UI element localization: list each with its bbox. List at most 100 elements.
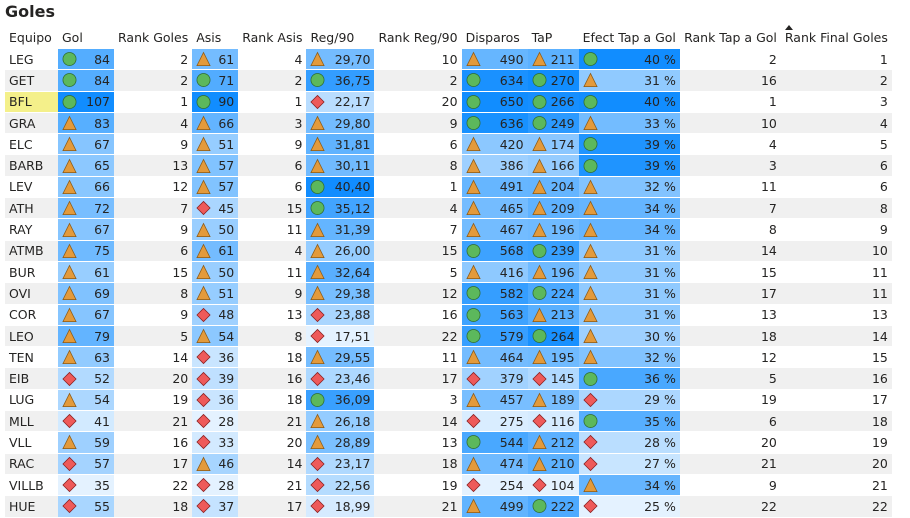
column-header-rank-tap-a-gol[interactable]: Rank Tap a Gol xyxy=(684,29,777,45)
team-cell[interactable]: VILLB xyxy=(5,473,58,496)
table-row[interactable]: LEG 84 2 61 4 29,70 10 490 211 40 % 2 1 xyxy=(5,47,892,70)
rank-asis-cell[interactable]: 4 xyxy=(238,47,307,70)
rank-asis-cell[interactable]: 8 xyxy=(238,324,307,347)
efect-cell[interactable]: 34 % xyxy=(578,473,680,496)
efect-cell[interactable]: 33 % xyxy=(578,111,680,134)
reg-cell[interactable]: 18,99 xyxy=(306,495,375,517)
table-row[interactable]: VLL 59 16 33 20 28,89 13 544 212 28 % 20 19 xyxy=(5,431,892,454)
rank-final-cell[interactable]: 9 xyxy=(780,218,892,241)
table-row[interactable]: OVI 69 8 51 9 29,38 12 582 224 31 % 17 11 xyxy=(5,282,892,305)
column-header-rank-reg90[interactable]: Rank Reg/90 xyxy=(378,29,458,45)
tap-cell[interactable]: 264 xyxy=(527,324,579,347)
table-row[interactable]: MLL 41 21 28 21 26,18 14 275 116 35 % 6 18 xyxy=(5,410,892,432)
team-cell[interactable]: ATMB xyxy=(5,239,58,262)
asis-cell[interactable]: 66 xyxy=(192,111,239,134)
disparos-cell[interactable]: 650 xyxy=(461,90,528,113)
rank-tap-cell[interactable]: 22 xyxy=(679,495,781,517)
rank-asis-cell[interactable]: 17 xyxy=(238,495,307,517)
rank-reg-cell[interactable]: 5 xyxy=(374,260,462,283)
asis-cell[interactable]: 33 xyxy=(192,431,239,454)
team-cell[interactable]: TEN xyxy=(5,346,58,368)
asis-cell[interactable]: 36 xyxy=(192,388,239,411)
efect-cell[interactable]: 25 % xyxy=(578,495,680,517)
tap-cell[interactable]: 224 xyxy=(527,282,579,305)
rank-goles-cell[interactable]: 1 xyxy=(114,90,193,113)
rank-final-cell[interactable]: 5 xyxy=(780,133,892,155)
efect-cell[interactable]: 27 % xyxy=(578,452,680,475)
reg-cell[interactable]: 26,00 xyxy=(306,239,375,262)
reg-cell[interactable]: 29,38 xyxy=(306,282,375,305)
rank-final-cell[interactable]: 3 xyxy=(780,90,892,113)
rank-goles-cell[interactable]: 5 xyxy=(114,324,193,347)
team-cell[interactable]: LUG xyxy=(5,388,58,411)
gol-cell[interactable]: 79 xyxy=(58,324,114,347)
rank-reg-cell[interactable]: 14 xyxy=(374,410,462,432)
efect-cell[interactable]: 30 % xyxy=(578,324,680,347)
team-cell[interactable]: OVI xyxy=(5,282,58,305)
asis-cell[interactable]: 71 xyxy=(192,69,239,92)
tap-cell[interactable]: 211 xyxy=(527,47,579,70)
rank-final-cell[interactable]: 11 xyxy=(780,282,892,305)
team-cell[interactable]: EIB xyxy=(5,367,58,390)
disparos-cell[interactable]: 467 xyxy=(461,218,528,241)
rank-final-cell[interactable]: 4 xyxy=(780,111,892,134)
rank-asis-cell[interactable]: 4 xyxy=(238,239,307,262)
rank-final-cell[interactable]: 2 xyxy=(780,69,892,92)
rank-reg-cell[interactable]: 1 xyxy=(374,175,462,198)
asis-cell[interactable]: 28 xyxy=(192,473,239,496)
asis-cell[interactable]: 51 xyxy=(192,133,239,155)
asis-cell[interactable]: 54 xyxy=(192,324,239,347)
asis-cell[interactable]: 61 xyxy=(192,47,239,70)
team-cell[interactable]: RAY xyxy=(5,218,58,241)
rank-reg-cell[interactable]: 8 xyxy=(374,154,462,177)
rank-reg-cell[interactable]: 13 xyxy=(374,431,462,454)
rank-goles-cell[interactable]: 22 xyxy=(114,473,193,496)
table-row[interactable]: HUE 55 18 37 17 18,99 21 499 222 25 % 22 22 xyxy=(5,495,892,517)
rank-reg-cell[interactable]: 16 xyxy=(374,303,462,326)
table-row[interactable]: TEN 63 14 36 18 29,55 11 464 195 32 % 12 15 xyxy=(5,346,892,368)
disparos-cell[interactable]: 491 xyxy=(461,175,528,198)
column-header-rank-goles[interactable]: Rank Goles xyxy=(118,29,189,45)
team-cell[interactable]: VLL xyxy=(5,431,58,454)
disparos-cell[interactable]: 579 xyxy=(461,324,528,347)
rank-goles-cell[interactable]: 15 xyxy=(114,260,193,283)
rank-asis-cell[interactable]: 15 xyxy=(238,197,307,219)
reg-cell[interactable]: 23,88 xyxy=(306,303,375,326)
asis-cell[interactable]: 48 xyxy=(192,303,239,326)
rank-tap-cell[interactable]: 19 xyxy=(679,388,781,411)
rank-reg-cell[interactable]: 18 xyxy=(374,452,462,475)
efect-cell[interactable]: 31 % xyxy=(578,282,680,305)
rank-asis-cell[interactable]: 18 xyxy=(238,388,307,411)
table-row[interactable]: ELC 67 9 51 9 31,81 6 420 174 39 % 4 5 xyxy=(5,133,892,155)
disparos-cell[interactable]: 563 xyxy=(461,303,528,326)
team-cell[interactable]: LEG xyxy=(5,47,58,70)
table-row[interactable]: RAY 67 9 50 11 31,39 7 467 196 34 % 8 9 xyxy=(5,218,892,241)
rank-asis-cell[interactable]: 21 xyxy=(238,473,307,496)
tap-cell[interactable]: 222 xyxy=(527,495,579,517)
rank-reg-cell[interactable]: 15 xyxy=(374,239,462,262)
table-row[interactable]: LEO 79 5 54 8 17,51 22 579 264 30 % 18 14 xyxy=(5,324,892,347)
rank-asis-cell[interactable]: 9 xyxy=(238,282,307,305)
disparos-cell[interactable]: 457 xyxy=(461,388,528,411)
rank-goles-cell[interactable]: 20 xyxy=(114,367,193,390)
gol-cell[interactable]: 66 xyxy=(58,175,114,198)
rank-reg-cell[interactable]: 3 xyxy=(374,388,462,411)
efect-cell[interactable]: 31 % xyxy=(578,260,680,283)
rank-tap-cell[interactable]: 1 xyxy=(679,90,781,113)
column-header-tap[interactable]: TaP xyxy=(531,29,553,45)
asis-cell[interactable]: 50 xyxy=(192,218,239,241)
asis-cell[interactable]: 45 xyxy=(192,197,239,219)
efect-cell[interactable]: 34 % xyxy=(578,218,680,241)
reg-cell[interactable]: 30,11 xyxy=(306,154,375,177)
asis-cell[interactable]: 61 xyxy=(192,239,239,262)
team-cell[interactable]: ELC xyxy=(5,133,58,155)
rank-tap-cell[interactable]: 14 xyxy=(679,239,781,262)
rank-final-cell[interactable]: 15 xyxy=(780,346,892,368)
efect-cell[interactable]: 31 % xyxy=(578,239,680,262)
rank-final-cell[interactable]: 11 xyxy=(780,260,892,283)
gol-cell[interactable]: 41 xyxy=(58,410,114,432)
rank-tap-cell[interactable]: 7 xyxy=(679,197,781,219)
disparos-cell[interactable]: 582 xyxy=(461,282,528,305)
rank-reg-cell[interactable]: 11 xyxy=(374,346,462,368)
efect-cell[interactable]: 31 % xyxy=(578,69,680,92)
